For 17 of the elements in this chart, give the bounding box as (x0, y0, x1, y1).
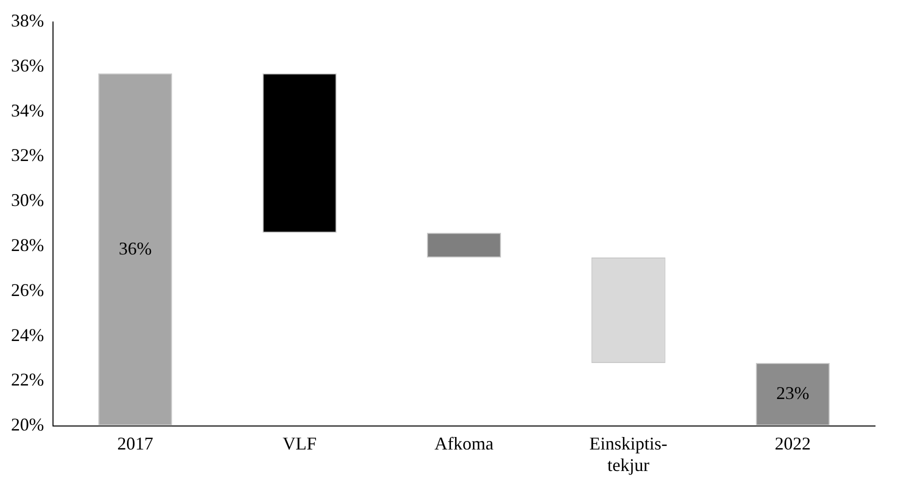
x-tick-label: Afkoma (434, 433, 494, 454)
data-label: 36% (118, 238, 152, 258)
y-tick-label: 38% (10, 10, 44, 31)
y-tick-label: 28% (10, 234, 44, 255)
x-tick-label: 2017 (117, 433, 154, 454)
y-tick-label: 36% (10, 55, 44, 76)
y-tick-label: 20% (10, 414, 44, 435)
data-label: 23% (776, 383, 810, 404)
y-tick-label: 30% (10, 190, 44, 210)
y-tick-label: 22% (10, 370, 44, 390)
y-tick-label: 24% (10, 324, 44, 345)
x-tick-label: VLF (282, 433, 317, 454)
x-tick-label: 2022 (774, 433, 811, 454)
x-tick-label: Einskiptis-tekjur (589, 433, 668, 475)
y-tick-label: 26% (10, 280, 44, 300)
y-tick-label: 32% (10, 145, 44, 166)
y-tick-label: 34% (10, 100, 44, 120)
